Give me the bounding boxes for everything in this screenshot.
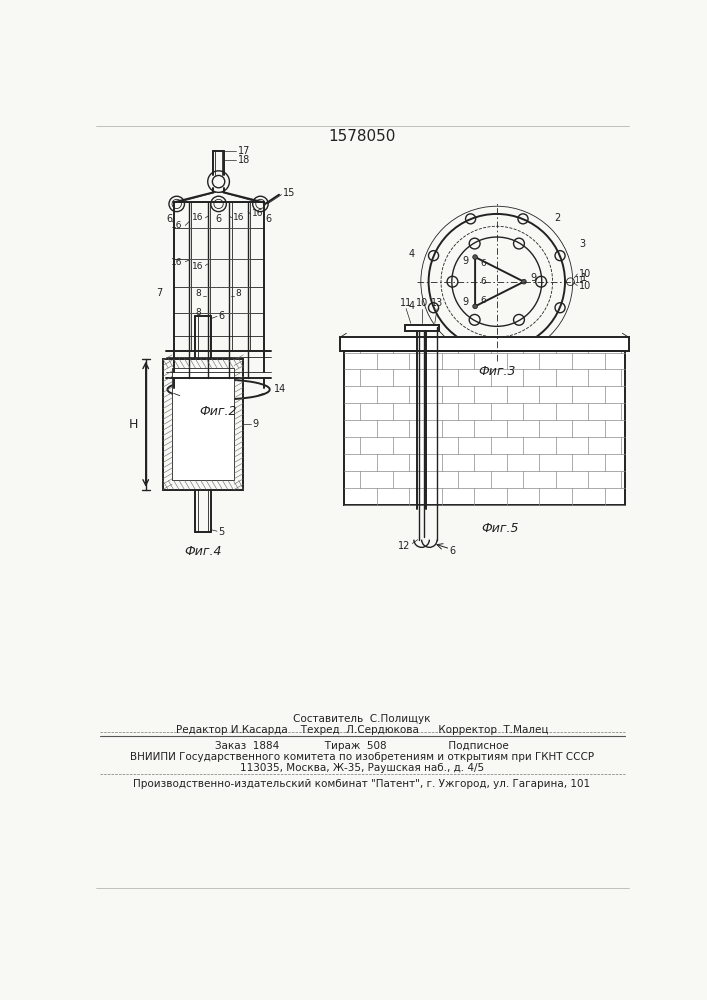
Text: 6: 6 xyxy=(480,277,486,286)
Text: 10: 10 xyxy=(416,298,428,308)
Text: Фиг.5: Фиг.5 xyxy=(481,522,519,535)
Text: 13: 13 xyxy=(431,298,443,308)
Text: 9: 9 xyxy=(463,256,469,266)
Text: Фиг.2: Фиг.2 xyxy=(200,405,238,418)
Text: 8: 8 xyxy=(196,308,201,317)
Text: 4: 4 xyxy=(409,249,414,259)
Text: Фиг.3: Фиг.3 xyxy=(478,365,515,378)
Text: 9: 9 xyxy=(463,297,469,307)
Text: ВНИИПИ Государственного комитета по изобретениям и открытиям при ГКНТ СССР: ВНИИПИ Государственного комитета по изоб… xyxy=(130,752,594,762)
Text: 16: 16 xyxy=(192,262,204,271)
Text: 3: 3 xyxy=(579,239,585,249)
Text: 10: 10 xyxy=(579,281,591,291)
Text: H: H xyxy=(129,418,138,431)
Text: 6: 6 xyxy=(480,259,486,268)
Bar xyxy=(344,351,625,505)
Text: 5: 5 xyxy=(218,527,225,537)
Text: 18: 18 xyxy=(238,155,250,165)
Text: Заказ  1884              Тираж  508                   Подписное: Заказ 1884 Тираж 508 Подписное xyxy=(215,741,509,751)
Bar xyxy=(404,325,438,331)
Text: Фиг.4: Фиг.4 xyxy=(185,545,222,558)
Text: 10: 10 xyxy=(579,269,591,279)
Text: Составитель  С.Полищук: Составитель С.Полищук xyxy=(293,714,431,724)
Text: 11: 11 xyxy=(574,276,584,285)
Text: 6: 6 xyxy=(450,546,456,556)
Bar xyxy=(163,359,243,490)
Text: Производственно-издательский комбинат "Патент", г. Ужгород, ул. Гагарина, 101: Производственно-издательский комбинат "П… xyxy=(134,779,590,789)
Text: 8: 8 xyxy=(196,289,201,298)
Text: 15: 15 xyxy=(283,188,296,198)
Text: 14: 14 xyxy=(274,384,286,394)
Text: Редактор И.Касарда    Техред  Л.Сердюкова      Корректор  Т.Малец: Редактор И.Касарда Техред Л.Сердюкова Ко… xyxy=(176,725,548,735)
Text: 16: 16 xyxy=(171,258,183,267)
Text: 4: 4 xyxy=(409,301,414,311)
Text: 6: 6 xyxy=(265,214,271,224)
Text: 1: 1 xyxy=(580,273,587,283)
Text: 16: 16 xyxy=(171,221,183,230)
Circle shape xyxy=(522,279,526,284)
Text: 16: 16 xyxy=(233,213,245,222)
Text: 1578050: 1578050 xyxy=(328,129,396,144)
Text: 16: 16 xyxy=(252,209,264,218)
Bar xyxy=(172,368,234,480)
Text: 2: 2 xyxy=(554,213,561,223)
Bar xyxy=(340,337,629,351)
Text: 16: 16 xyxy=(192,213,204,222)
Text: 8: 8 xyxy=(235,289,241,298)
Text: 9: 9 xyxy=(530,273,536,283)
Circle shape xyxy=(473,304,477,309)
Circle shape xyxy=(473,255,477,259)
Text: 12: 12 xyxy=(397,541,410,551)
Text: 6: 6 xyxy=(480,296,486,305)
Text: 11: 11 xyxy=(400,298,412,308)
Text: 6: 6 xyxy=(166,214,172,224)
Text: 113035, Москва, Ж-35, Раушская наб., д. 4/5: 113035, Москва, Ж-35, Раушская наб., д. … xyxy=(240,763,484,773)
Text: 17: 17 xyxy=(238,146,250,156)
Text: 9: 9 xyxy=(252,419,259,429)
Text: 7: 7 xyxy=(156,288,163,298)
Text: 6: 6 xyxy=(218,311,225,321)
Text: 6: 6 xyxy=(216,214,221,224)
